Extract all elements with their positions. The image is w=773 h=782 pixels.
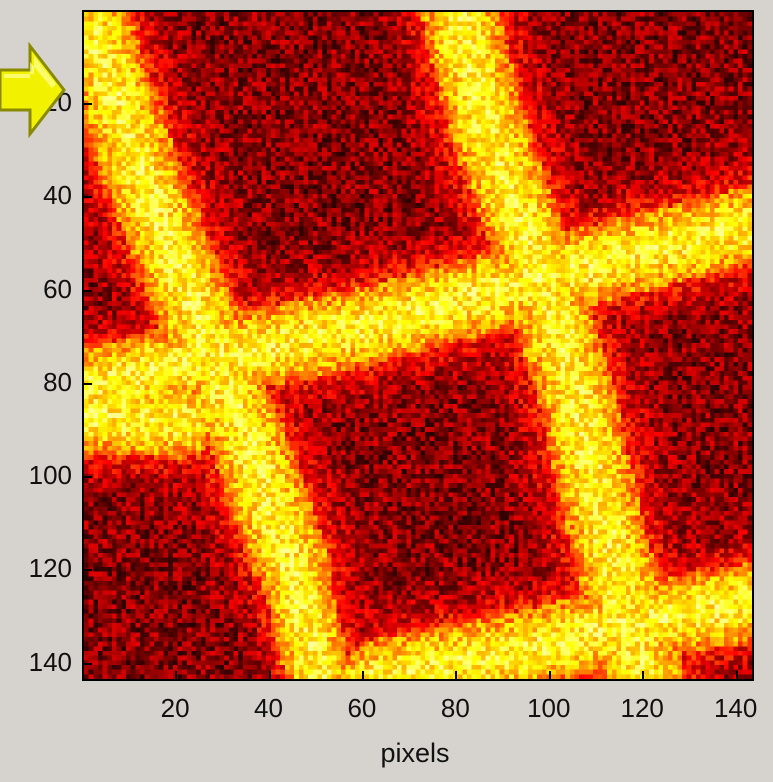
y-tick-mark: [84, 662, 92, 665]
y-tick-label: 40: [43, 180, 72, 211]
y-tick-mark: [84, 476, 92, 479]
x-tick-label: 40: [254, 693, 283, 723]
x-tick-label: 100: [527, 693, 571, 723]
y-tick-label: 60: [43, 273, 72, 304]
x-tick-label: 60: [347, 693, 377, 723]
x-axis-label: pixels: [380, 738, 450, 768]
y-tick-label: 80: [43, 366, 72, 397]
x-tick-label: 140: [713, 693, 758, 723]
heatmap-plot-area: [82, 10, 754, 681]
x-tick-label: 80: [440, 693, 470, 723]
y-tick-mark: [84, 289, 92, 292]
x-tick-mark: [548, 671, 551, 679]
heatmap-image: [84, 12, 752, 679]
x-tick-mark: [735, 671, 738, 679]
x-tick-mark: [642, 671, 645, 679]
y-tick-label: 120: [28, 553, 72, 584]
x-tick-mark: [361, 671, 364, 679]
y-tick-label: 140: [28, 646, 72, 677]
x-tick-mark: [455, 671, 458, 679]
x-tick-label: 20: [160, 693, 190, 723]
y-tick-mark: [84, 196, 92, 199]
x-tick-mark: [175, 671, 178, 679]
y-tick-label: 100: [28, 460, 72, 491]
x-tick-label: 120: [620, 693, 664, 723]
y-tick-mark: [84, 382, 92, 385]
right-arrow-icon: [0, 41, 66, 139]
y-tick-mark: [84, 102, 92, 105]
x-tick-mark: [268, 671, 271, 679]
y-tick-mark: [84, 569, 92, 572]
